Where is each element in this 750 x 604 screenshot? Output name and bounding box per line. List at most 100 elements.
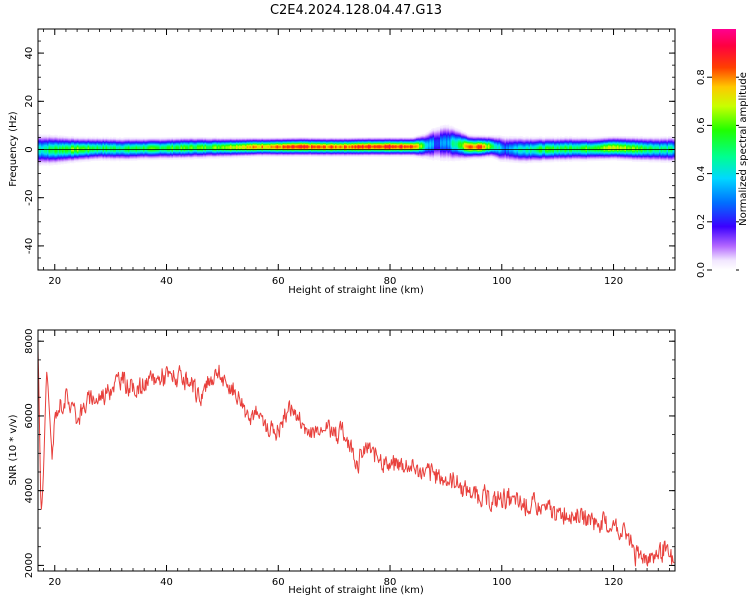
- spectrogram-cell: [122, 156, 124, 158]
- spectrogram-cell: [39, 134, 42, 136]
- spectrogram-cell: [96, 140, 99, 142]
- spectrogram-cell: [168, 156, 171, 158]
- spectrogram-cell: [140, 141, 142, 143]
- spectrogram-cell: [180, 147, 183, 149]
- spectrogram-cell: [237, 153, 240, 155]
- spectrogram-cell: [128, 158, 130, 160]
- spectrogram-cell: [246, 144, 249, 146]
- spectrogram-cell: [126, 151, 129, 153]
- spectrogram-cell: [174, 139, 177, 141]
- spectrogram-cell: [173, 153, 175, 155]
- spectrogram-cell: [59, 138, 61, 141]
- spectrogram-cell: [38, 154, 40, 156]
- spectrogram-cell: [80, 142, 82, 144]
- spectrogram-cell: [138, 137, 141, 139]
- spectrogram-cell: [165, 147, 168, 149]
- spectrogram-cell: [123, 152, 126, 154]
- spectrogram-cell: [206, 144, 208, 146]
- spectrogram-cell: [153, 153, 156, 155]
- spectrogram-cell: [77, 147, 79, 149]
- spectrogram-cell: [104, 143, 106, 145]
- spectrogram-cell: [273, 138, 276, 140]
- spectrogram-cell: [218, 141, 220, 143]
- spectrogram-cell: [221, 151, 223, 153]
- spectrogram-cell: [249, 147, 252, 149]
- spectrogram-cell: [72, 157, 75, 159]
- spectrogram-cell: [48, 138, 51, 140]
- spectrogram-cell: [233, 153, 235, 155]
- spectrogram-cell: [108, 156, 111, 158]
- spectrogram-cell: [231, 151, 234, 153]
- spectrogram-cell: [210, 147, 213, 149]
- spectrogram-cell: [101, 147, 103, 149]
- spectrogram-cell: [45, 144, 48, 146]
- spectrogram-cell: [239, 146, 241, 148]
- spectrogram-cell: [257, 142, 259, 144]
- spectrogram-cell: [132, 140, 135, 142]
- spectrogram-cell: [93, 144, 96, 146]
- spectrogram-cell: [156, 137, 159, 139]
- spectrogram-cell: [81, 144, 84, 146]
- spectrogram-cell: [210, 142, 213, 144]
- spectrogram-cell: [179, 150, 181, 152]
- spectrogram-cell: [210, 139, 213, 141]
- spectrogram-cell: [140, 137, 142, 139]
- spectrogram-cell: [39, 145, 42, 147]
- spectrogram-cell: [110, 141, 112, 143]
- spectrogram-cell: [60, 140, 63, 142]
- spectrogram-cell: [183, 147, 186, 149]
- spectrogram-cell: [84, 156, 87, 158]
- spectrogram-cell: [117, 137, 120, 139]
- spectrogram-cell: [270, 148, 273, 150]
- spectrogram-cell: [69, 140, 72, 143]
- spectrogram-cell: [149, 156, 151, 158]
- spectrogram-cell: [266, 153, 268, 155]
- spectrogram-cell: [90, 156, 93, 158]
- spectrogram-cell: [53, 157, 55, 159]
- spectrogram-cell: [108, 142, 111, 144]
- spectrogram-cell: [90, 144, 93, 146]
- spectrogram-cell: [156, 156, 159, 158]
- spectrogram-cell: [164, 143, 166, 145]
- spectrogram-cell: [227, 147, 229, 149]
- spectrogram-cell: [234, 143, 237, 145]
- spectrogram-cell: [111, 151, 114, 153]
- spectrogram-cell: [108, 151, 111, 153]
- spectrogram-cell: [173, 148, 175, 150]
- spectrogram-cell: [114, 158, 117, 160]
- spectrogram-cell: [80, 151, 82, 153]
- spectrogram-cell: [146, 147, 148, 149]
- spectrogram-cell: [144, 151, 147, 153]
- spectrogram-cell: [221, 144, 223, 146]
- spectrogram-cell: [48, 151, 51, 153]
- spectrogram-cell: [105, 144, 108, 146]
- spectrogram-cell: [81, 152, 84, 154]
- spectrogram-cell: [71, 136, 73, 138]
- spectrogram-cell: [153, 156, 156, 158]
- spectrogram-cell: [56, 154, 58, 156]
- spectrogram-cell: [215, 150, 217, 152]
- spectrogram-cell: [266, 144, 268, 146]
- spectrogram-cell: [101, 152, 103, 154]
- spectrogram-cell: [132, 138, 135, 140]
- spectrogram-cell: [138, 143, 141, 145]
- spectrogram-cell: [90, 141, 93, 143]
- spectrogram-cell: [75, 145, 78, 147]
- spectrogram-cell: [231, 150, 234, 152]
- spectrogram-cell: [92, 147, 94, 149]
- spectrogram-cell: [158, 155, 160, 157]
- spectrogram-cell: [132, 147, 135, 149]
- spectrogram-cell: [122, 138, 124, 140]
- spectrogram-cell: [212, 140, 214, 143]
- spectrogram-cell: [122, 146, 124, 148]
- spectrogram-cell: [147, 138, 150, 140]
- spectrogram-cell: [248, 150, 250, 152]
- spectrogram-cell: [164, 154, 166, 156]
- spectrogram-cell: [93, 155, 96, 157]
- spectrogram-cell: [188, 150, 190, 153]
- spectrogram-cell: [221, 154, 223, 156]
- spectrogram-cell: [123, 141, 126, 143]
- spectrogram-cell: [38, 151, 40, 153]
- spectrogram-cell: [47, 148, 49, 150]
- spectrogram-cell: [159, 158, 162, 160]
